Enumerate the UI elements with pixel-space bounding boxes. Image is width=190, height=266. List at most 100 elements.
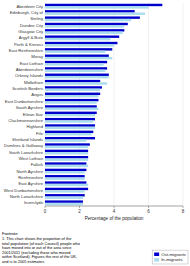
category-label: Aberdeenshire <box>16 67 44 72</box>
bar <box>45 143 90 145</box>
tick-label: 0 <box>44 209 47 214</box>
bars <box>45 4 162 205</box>
category-label: Fife <box>36 131 44 136</box>
bar <box>45 61 107 63</box>
bar <box>45 44 114 46</box>
category-label: Falkirk <box>31 162 44 167</box>
bar <box>45 80 100 82</box>
bar <box>45 137 95 139</box>
category-label: North Ayrshire <box>17 169 44 174</box>
bar <box>45 139 86 141</box>
grid <box>45 3 183 206</box>
bar <box>45 150 88 152</box>
category-label: Argyll & Bute <box>19 35 44 40</box>
bar <box>45 86 102 88</box>
bar <box>45 146 88 148</box>
legend-swatch <box>154 253 159 257</box>
bar <box>45 114 95 116</box>
category-label: North Lanarkshire <box>10 194 44 199</box>
bar <box>45 169 86 171</box>
bar <box>45 35 119 37</box>
bar <box>45 48 112 50</box>
bar <box>45 99 98 101</box>
bar <box>45 6 149 8</box>
bar <box>45 108 98 110</box>
bar <box>45 67 107 69</box>
tick-label: 4 <box>113 209 116 214</box>
bar <box>45 184 88 186</box>
bar <box>45 13 145 15</box>
legend: Out-migrantsIn-migrants <box>152 250 188 264</box>
bar <box>45 82 107 84</box>
bar <box>45 194 85 196</box>
bar <box>45 133 92 135</box>
bar <box>45 171 85 173</box>
legend-frame <box>152 250 188 264</box>
category-label: Shetland Islands <box>12 137 43 142</box>
category-label: Midlothian <box>24 80 44 85</box>
bar <box>45 203 83 205</box>
category-label: South Ayrshire <box>16 105 44 110</box>
legend-label: In-migrants <box>161 257 183 262</box>
category-label: East Lothian <box>20 61 44 66</box>
tick-label: 6 <box>147 209 150 214</box>
category-label: Dundee City <box>20 23 44 28</box>
category-label: East Dunbartonshire <box>5 99 44 104</box>
bar <box>45 127 95 129</box>
bar <box>45 165 88 167</box>
category-label: East Ayrshire <box>18 181 43 186</box>
bar <box>45 25 124 27</box>
bar <box>45 55 109 57</box>
bar <box>45 29 124 31</box>
bar <box>45 190 85 192</box>
bar <box>45 105 97 107</box>
category-label: Moray <box>31 54 44 59</box>
bar <box>45 162 86 164</box>
bar <box>45 188 88 190</box>
bar <box>45 4 162 6</box>
category-label: West Lothian <box>19 156 44 161</box>
chart: Aberdeen CityEdinburgh, City ofStirlingD… <box>0 0 190 266</box>
bar <box>45 63 104 65</box>
bar <box>45 76 109 78</box>
category-label: Glasgow City <box>18 29 44 34</box>
category-label: Highland <box>26 124 43 129</box>
bar <box>45 120 93 122</box>
bar <box>45 23 128 25</box>
bar <box>45 38 111 40</box>
bar <box>45 158 88 160</box>
bar <box>45 42 117 44</box>
legend-label: Out-migrants <box>161 252 186 257</box>
category-label: Perth & Kinross <box>14 42 43 47</box>
bar <box>45 57 112 59</box>
bar <box>45 124 95 126</box>
bar <box>45 118 95 120</box>
bar <box>45 95 98 97</box>
bar <box>45 181 86 183</box>
category-label: Inverclyde <box>24 200 44 205</box>
legend-swatch <box>154 258 159 262</box>
bar <box>45 101 97 103</box>
bar <box>45 19 131 21</box>
category-label: Clackmannanshire <box>8 118 43 123</box>
grid-line <box>148 3 149 206</box>
category-label: Angus <box>31 92 43 97</box>
bar <box>45 196 83 198</box>
x-axis-line <box>45 206 183 207</box>
bar <box>45 200 83 202</box>
x-axis-label: Percentage of the population <box>85 216 144 221</box>
category-label: Scottish Borders <box>12 86 43 91</box>
bar <box>45 93 100 95</box>
category-label: Dumfries & Galloway <box>4 143 44 148</box>
bar <box>45 89 100 91</box>
bar <box>45 70 105 72</box>
category-label: East Renfrewshire <box>9 48 44 53</box>
category-label: Edinburgh, City of <box>10 10 44 15</box>
bar <box>45 16 140 18</box>
category-label: Renfrewshire <box>18 175 43 180</box>
footnote-line: and is to 2005 estimates <box>2 259 44 264</box>
category-label: South Lanarkshire <box>9 150 44 155</box>
bar <box>45 152 88 154</box>
grid-line <box>183 3 184 206</box>
bar <box>45 156 88 158</box>
